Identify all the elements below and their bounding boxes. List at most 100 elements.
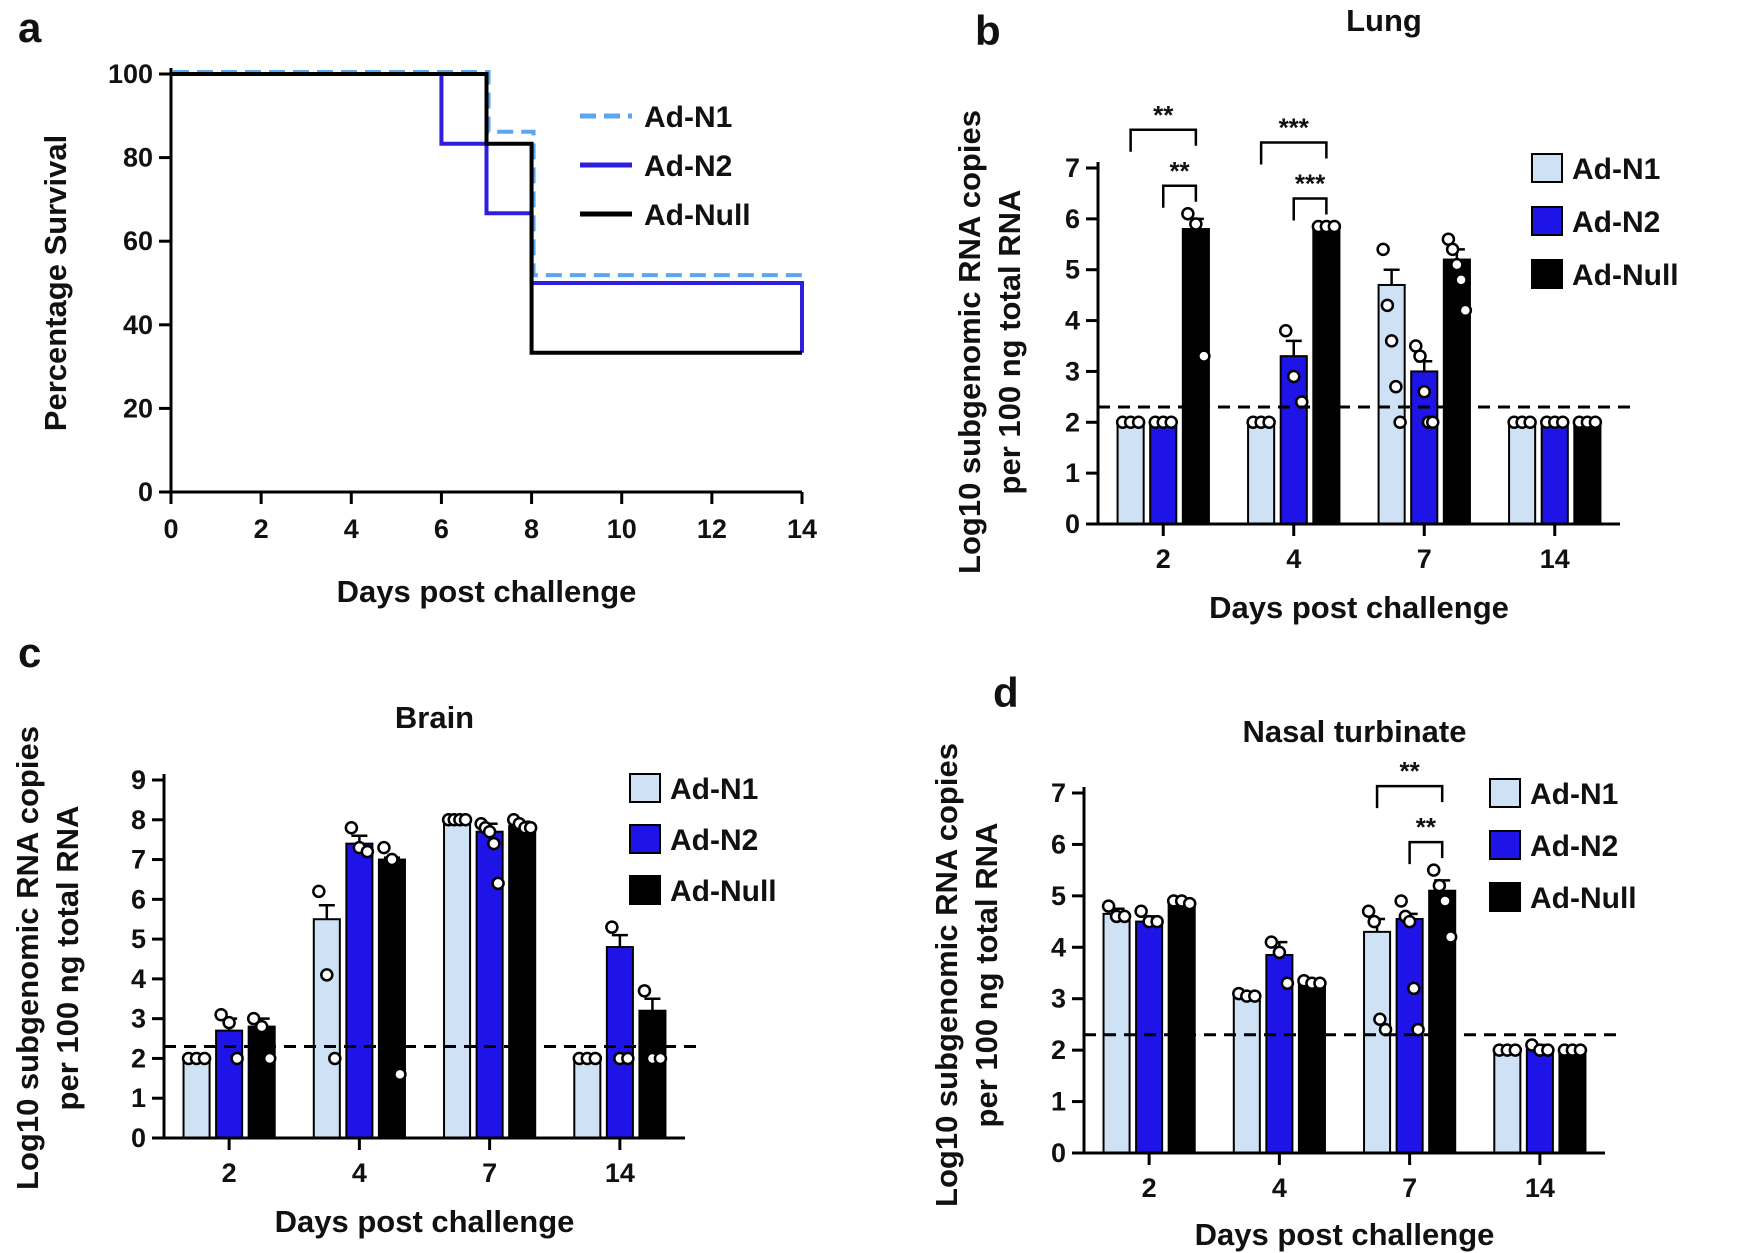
c-bar-n2-2: [215, 1029, 244, 1139]
b-significance-label: ***: [1279, 112, 1310, 142]
d-legend-swatch-null: [1489, 882, 1521, 912]
c-y-axis-label: per 100 ng total RNA: [50, 806, 85, 1111]
a-x-axis-label: Days post challenge: [337, 574, 637, 609]
d-bar-n1-4: [1232, 995, 1261, 1155]
a-ytick-label: 0: [138, 477, 153, 507]
d-significance-label: **: [1416, 812, 1437, 842]
c-data-point-null-4: [385, 852, 399, 867]
b-y-axis-label: Log10 subgenomic RNA copies: [952, 110, 987, 574]
a-ytick-label: 60: [123, 226, 153, 256]
d-bar-n2-2: [1135, 920, 1164, 1154]
c-ytick-label: 7: [131, 845, 146, 875]
c-data-point-null-2: [254, 1019, 269, 1034]
b-data-point-n2-2: [1164, 415, 1178, 430]
a-y-axis-label: Percentage Survival: [38, 135, 73, 431]
b-ytick-label: 3: [1065, 356, 1080, 386]
c-bar-n1-2: [182, 1057, 211, 1140]
d-y-axis-label: Log10 subgenomic RNA copies: [929, 743, 964, 1207]
c-data-point-n2-2: [222, 1015, 236, 1030]
b-legend-label-null: Ad-Null: [1572, 259, 1679, 292]
c-legend-swatch-null: [629, 875, 661, 905]
d-data-point-null-2: [1182, 896, 1197, 911]
c-data-point-n2-2: [214, 1007, 228, 1022]
b-data-point-null-2: [1197, 349, 1211, 363]
c-legend-swatch-n1: [629, 773, 661, 803]
a-xtick-label: 4: [344, 514, 359, 544]
panel-c: c 0 1 2 3 4 5 6 7 8 9 2 4 7 14 Days post challenge Log10…: [10, 629, 777, 1239]
c-data-point-null-7: [523, 820, 538, 835]
c-data-point-null-4: [377, 840, 391, 855]
b-data-point-n1-7: [1384, 334, 1399, 348]
d-significance-label: **: [1400, 756, 1421, 786]
a-xtick-label: 10: [607, 514, 637, 544]
c-data-point-n2-14: [605, 920, 619, 934]
c-xtick-label: 14: [605, 1158, 635, 1188]
c-data-point-n1-14: [588, 1051, 603, 1066]
b-data-point-n1-7: [1376, 242, 1390, 257]
b-xtick-label: 7: [1417, 544, 1432, 574]
c-data-point-n1-4: [328, 1051, 342, 1066]
d-xtick-label: 4: [1272, 1173, 1287, 1203]
b-ytick-label: 6: [1065, 204, 1080, 234]
c-bar-null-2: [247, 1025, 276, 1139]
panel-letter-d: d: [993, 669, 1019, 716]
b-data-point-null-7: [1458, 303, 1473, 318]
panel-letter-c: c: [18, 629, 41, 676]
d-ytick-label: 5: [1051, 881, 1066, 911]
d-legend-swatch-n1: [1489, 778, 1521, 808]
b-x-axis-label: Days post challenge: [1209, 590, 1509, 625]
b-legend-swatch-n2: [1531, 206, 1563, 236]
d-bar-null-4: [1297, 982, 1326, 1154]
b-data-point-n1-14: [1523, 415, 1537, 430]
c-ytick-label: 9: [131, 765, 146, 795]
d-xtick-label: 14: [1525, 1173, 1555, 1203]
c-data-point-n1-2: [197, 1051, 212, 1066]
c-legend-label-n2: Ad-N2: [670, 824, 758, 857]
panel-letter-b: b: [975, 7, 1001, 54]
c-xtick-label: 4: [352, 1158, 367, 1188]
d-data-point-n1-7: [1361, 904, 1376, 919]
c-chart-title: Brain: [395, 700, 474, 735]
d-data-point-n2-7: [1394, 894, 1408, 908]
d-data-point-n2-7: [1402, 914, 1417, 929]
d-ytick-label: 7: [1051, 778, 1066, 808]
c-ytick-label: 4: [131, 964, 146, 994]
b-significance-bracket: [1129, 128, 1198, 152]
d-legend-label-n2: Ad-N2: [1530, 830, 1618, 863]
b-significance-bracket: [1162, 184, 1198, 208]
b-data-point-n2-7: [1417, 385, 1431, 399]
b-ytick-label: 5: [1065, 255, 1080, 285]
b-ytick-label: 0: [1065, 509, 1080, 539]
d-significance-bracket: [1408, 840, 1444, 865]
d-bar-null-2: [1167, 902, 1196, 1154]
d-data-point-null-7: [1432, 878, 1447, 893]
b-ytick-label: 7: [1065, 153, 1080, 183]
c-bar-null-7: [508, 824, 537, 1139]
c-ytick-label: 2: [131, 1043, 146, 1073]
b-data-point-n1-4: [1262, 415, 1276, 430]
a-ytick-label: 40: [123, 310, 153, 340]
c-data-point-null-14: [653, 1051, 668, 1066]
d-legend-label-null: Ad-Null: [1530, 882, 1637, 915]
b-significance-label: **: [1169, 156, 1190, 186]
d-data-point-n1-14: [1508, 1043, 1523, 1057]
c-bar-null-14: [638, 1009, 667, 1140]
a-ytick-label: 100: [108, 59, 153, 89]
b-significance-label: **: [1153, 100, 1174, 130]
c-bar-n1-14: [573, 1057, 602, 1140]
a-ytick-label: 80: [123, 143, 153, 173]
b-data-point-n2-4: [1287, 369, 1301, 384]
b-bar-null-14: [1573, 421, 1602, 525]
a-xtick-label: 12: [697, 514, 727, 544]
d-data-point-n2-14: [1541, 1043, 1555, 1057]
d-ytick-label: 2: [1051, 1035, 1066, 1065]
c-ytick-label: 6: [131, 884, 146, 914]
d-data-point-n1-7: [1367, 914, 1381, 929]
b-data-point-n1-7: [1380, 298, 1395, 313]
b-data-point-n2-7: [1425, 415, 1440, 430]
d-data-point-n2-4: [1280, 976, 1295, 991]
c-xtick-label: 7: [482, 1158, 497, 1188]
a-xtick-label: 6: [434, 514, 449, 544]
